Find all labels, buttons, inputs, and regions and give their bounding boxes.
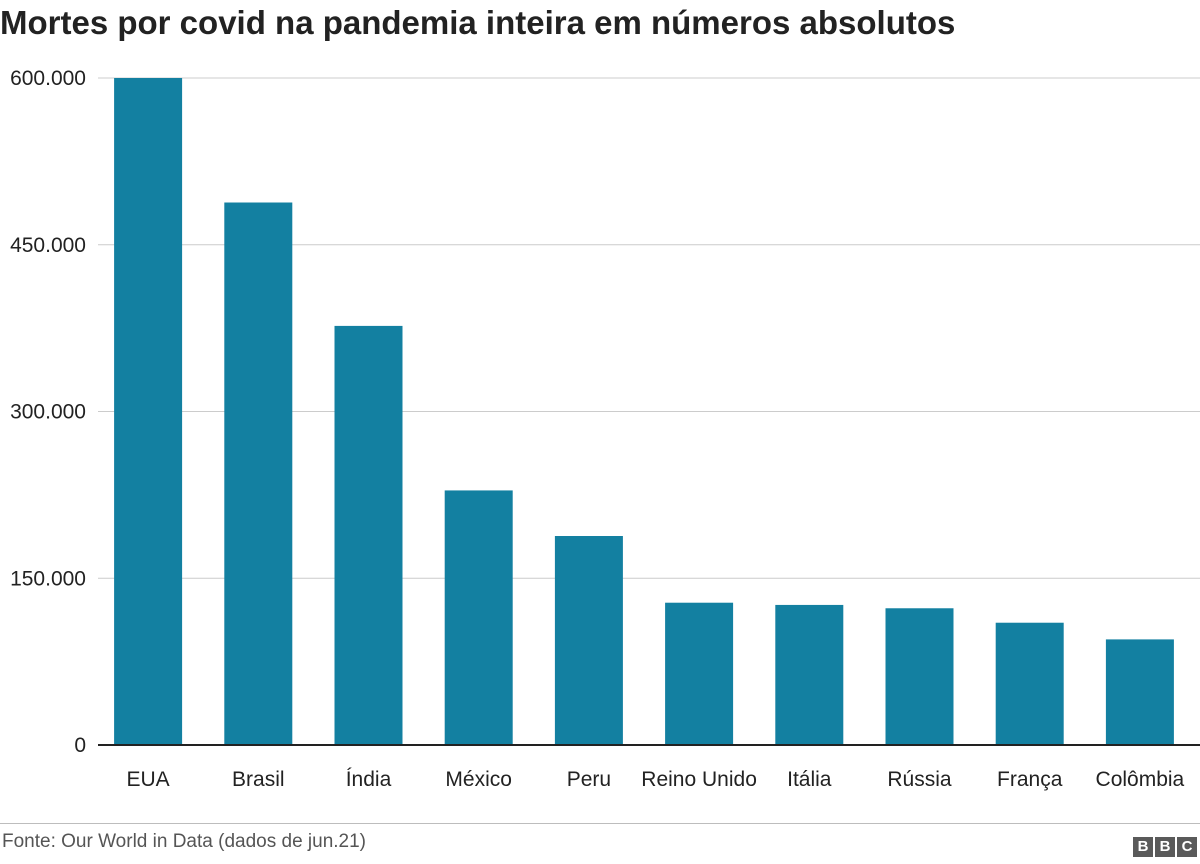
bar bbox=[885, 608, 954, 745]
x-tick-label: Brasil bbox=[232, 768, 285, 791]
chart-title: Mortes por covid na pandemia inteira em … bbox=[0, 4, 956, 41]
bar bbox=[775, 604, 844, 745]
x-tick-label: Reino Unido bbox=[641, 768, 757, 791]
y-tick-label: 0 bbox=[74, 734, 86, 757]
footer-divider bbox=[0, 823, 1200, 824]
bar bbox=[1105, 639, 1174, 745]
y-tick-label: 600.000 bbox=[10, 67, 86, 90]
source-note: Fonte: Our World in Data (dados de jun.2… bbox=[2, 831, 367, 852]
x-tick-label: França bbox=[997, 768, 1063, 791]
bar bbox=[554, 536, 623, 745]
x-tick-label: México bbox=[445, 768, 512, 791]
bars bbox=[114, 78, 1174, 746]
bar bbox=[444, 490, 513, 745]
x-tick-label: Rússia bbox=[887, 768, 952, 791]
x-tick-label: Colômbia bbox=[1096, 768, 1185, 791]
y-axis-tick-labels: 0 150.000 300.000 450.000 600.000 bbox=[10, 67, 86, 757]
y-tick-label: 300.000 bbox=[10, 401, 86, 424]
x-tick-label: Índia bbox=[346, 768, 392, 791]
bar bbox=[224, 202, 293, 746]
x-tick-label: EUA bbox=[127, 768, 170, 791]
x-axis-tick-labels: EUA Brasil Índia México Peru Reino Unido Itáli… bbox=[98, 744, 1200, 791]
x-tick-label: Peru bbox=[567, 768, 611, 791]
bar bbox=[114, 78, 183, 745]
x-tick-label: Itália bbox=[787, 768, 832, 791]
bar bbox=[665, 602, 734, 745]
bar-chart: 0 150.000 300.000 450.000 600.000 EUA Brasil Í… bbox=[10, 67, 1200, 791]
logo-letter: B bbox=[1155, 837, 1175, 857]
bar bbox=[334, 325, 403, 745]
bbc-logo: B B C bbox=[1133, 837, 1197, 857]
bar bbox=[995, 622, 1064, 745]
y-tick-label: 150.000 bbox=[10, 567, 86, 590]
logo-letter: B bbox=[1133, 837, 1153, 857]
y-tick-label: 450.000 bbox=[10, 234, 86, 257]
logo-letter: C bbox=[1177, 837, 1197, 857]
